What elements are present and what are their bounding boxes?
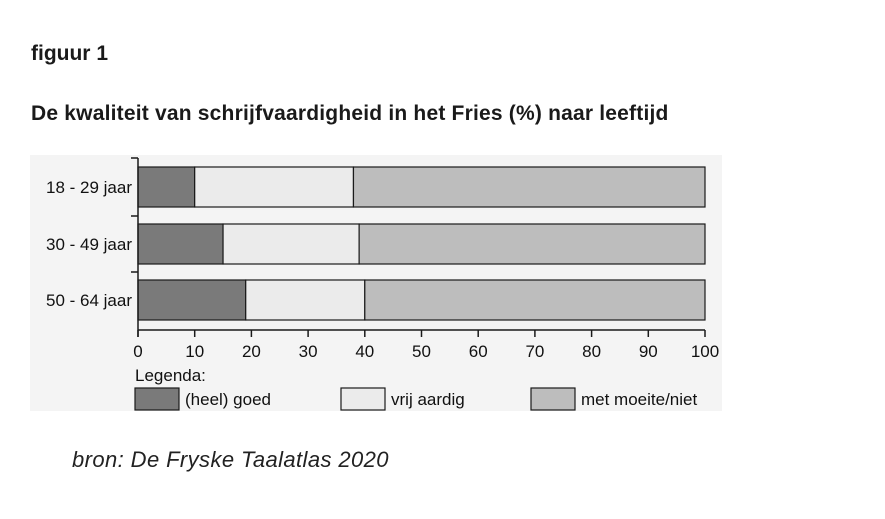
x-tick-label: 80 [582,342,601,361]
figure-label: figuur 1 [31,42,108,65]
x-tick-label: 30 [299,342,318,361]
x-tick-label: 70 [525,342,544,361]
legend-swatch-3 [530,387,576,411]
bar-segment-2-1 [137,223,224,265]
category-label: 50 - 64 jaar [46,291,132,310]
x-tick-label: 100 [691,342,719,361]
x-tick-label: 10 [185,342,204,361]
x-tick-label: 50 [412,342,431,361]
source-note: bron: De Fryske Taalatlas 2020 [72,447,389,472]
bar-segment-3-3 [364,279,706,321]
legend-swatch-2 [340,387,386,411]
legend-label: vrij aardig [391,390,465,409]
bar-segment-2-2 [222,223,360,265]
legend-swatch-1 [134,387,180,411]
category-label: 18 - 29 jaar [46,178,132,197]
legend-label: (heel) goed [185,390,271,409]
bar-segment-3-2 [245,279,366,321]
bar-segment-1-2 [194,166,355,208]
bar-segment-1-3 [352,166,706,208]
bar-segment-1-1 [137,166,196,208]
category-labels: 18 - 29 jaar 30 - 49 jaar 50 - 64 jaar [46,178,132,310]
bars-group [137,166,706,321]
bar-segment-2-3 [358,223,706,265]
legend-label: met moeite/niet [581,390,697,409]
x-tick-label: 60 [469,342,488,361]
x-tick-label: 40 [355,342,374,361]
x-tick-label: 0 [133,342,142,361]
chart-title: De kwaliteit van schrijfvaardigheid in h… [31,102,669,125]
x-tick-label: 20 [242,342,261,361]
legend: Legenda: (heel) goed vrij aardig met moeit… [134,366,697,411]
legend-title: Legenda: [135,366,206,385]
axes-group [131,157,706,337]
bar-segment-3-1 [137,279,247,321]
category-label: 30 - 49 jaar [46,235,132,254]
x-tick-labels: 0 10 20 30 40 50 60 70 80 90 100 [133,342,719,361]
x-tick-label: 90 [639,342,658,361]
